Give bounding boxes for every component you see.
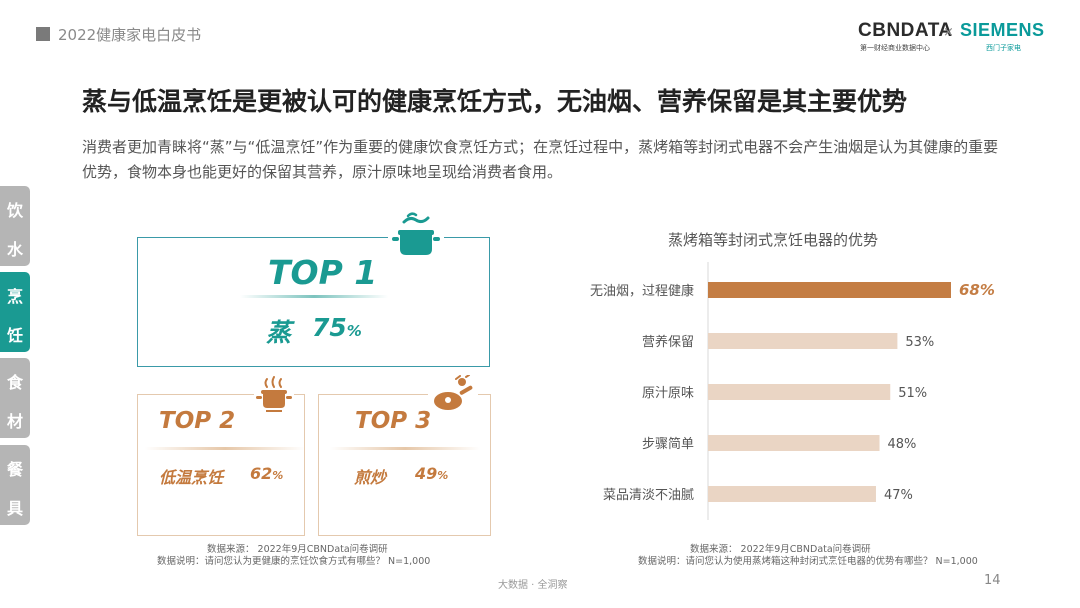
top3-card: [318, 394, 491, 536]
top1-percentage: 75%: [312, 313, 362, 342]
side-nav-tab-cooking[interactable]: 烹 饪: [0, 272, 30, 352]
cbndata-logo: CBNDATA: [858, 20, 953, 41]
low-temp-pot-icon: [254, 375, 294, 413]
report-title: 2022健康家电白皮书: [58, 26, 202, 44]
right-data-note: 数据说明：请问您认为使用蒸烤箱这种封闭式烹饪电器的优势有哪些？ N=1,000: [638, 556, 978, 567]
page-number: 14: [984, 573, 1001, 588]
category-label: 营养保留: [642, 334, 694, 350]
top3-value-unit: %: [437, 469, 449, 482]
siemens-logo: SIEMENS: [960, 20, 1045, 40]
category-label: 无油烟，过程健康: [590, 283, 694, 299]
value-label: 53%: [905, 335, 934, 350]
side-nav-tab-drinking-water[interactable]: 饮 水: [0, 186, 30, 266]
top2-value-number: 62: [250, 464, 273, 483]
top3-percentage: 49%: [415, 464, 448, 483]
right-data-source: 数据来源： 2022年9月CBNData问卷调研: [690, 544, 871, 555]
bar: [708, 486, 876, 502]
side-nav-char: 材: [6, 412, 23, 431]
left-data-source: 数据来源： 2022年9月CBNData问卷调研: [207, 544, 388, 555]
side-nav-tab-tableware[interactable]: 餐 具: [0, 445, 30, 525]
top3-value-number: 49: [415, 464, 438, 483]
top1-rank-label: TOP 1: [268, 253, 378, 292]
top1-value-unit: %: [346, 322, 362, 340]
top1-divider: [240, 295, 388, 298]
category-label: 步骤简单: [642, 436, 694, 452]
value-label: 47%: [884, 488, 913, 503]
value-label: 48%: [888, 437, 917, 452]
side-nav-char: 餐: [6, 460, 23, 479]
steam-pot-icon: [388, 210, 444, 260]
bar: [708, 333, 898, 349]
bar: [708, 435, 880, 451]
top2-percentage: 62%: [250, 464, 283, 483]
top3-method-name: 煎炒: [354, 468, 387, 487]
side-nav-char: 饮: [6, 201, 23, 220]
footer-slogan: 大数据 · 全洞察: [498, 580, 568, 591]
header-square-icon: [36, 27, 50, 41]
value-label: 51%: [898, 386, 927, 401]
top2-method-name: 低温烹饪: [159, 468, 224, 487]
top2-value-unit: %: [272, 469, 284, 482]
top3-divider: [330, 447, 480, 450]
logo-separator: ×: [943, 25, 954, 40]
chart-title: 蒸烤箱等封闭式烹饪电器的优势: [668, 231, 879, 249]
siemens-logo-subtitle: 西门子家电: [986, 44, 1021, 52]
top2-rank-label: TOP 2: [159, 408, 236, 434]
frying-pan-icon: [428, 374, 478, 415]
page-subtitle: 消费者更加青睐将“蒸”与“低温烹饪”作为重要的健康饮食烹饪方式；在烹饪过程中，蒸…: [82, 138, 999, 181]
bar: [708, 282, 951, 298]
left-data-note: 数据说明：请问您认为更健康的烹饪饮食方式有哪些？ N=1,000: [157, 556, 431, 567]
top2-card: [137, 394, 305, 536]
top3-rank-label: TOP 3: [355, 408, 432, 434]
side-nav-tab-ingredients[interactable]: 食 材: [0, 358, 30, 438]
top1-value-number: 75: [312, 313, 347, 342]
side-nav-char: 饪: [6, 326, 23, 345]
category-label: 原汁原味: [642, 386, 694, 401]
side-nav-char: 食: [6, 373, 23, 392]
top1-card: [137, 237, 490, 367]
side-nav-char: 具: [6, 499, 23, 518]
bar: [708, 384, 891, 400]
value-label: 68%: [959, 281, 995, 299]
advantage-bar-chart: 无油烟，过程健康 68% 营养保留 53% 原汁原味 51% 步骤简单 48% 菜品清淡不油腻 4…: [590, 262, 995, 520]
side-nav-char: 水: [6, 240, 23, 259]
top2-divider: [145, 447, 305, 450]
page-title: 蒸与低温烹饪是更被认可的健康烹饪方式，无油烟、营养保留是其主要优势: [82, 87, 908, 116]
top1-method-name: 蒸: [266, 318, 292, 347]
side-nav-char: 烹: [6, 287, 23, 306]
category-label: 菜品清淡不油腻: [603, 488, 694, 503]
cbndata-logo-subtitle: 第一财经商业数据中心: [860, 44, 930, 52]
